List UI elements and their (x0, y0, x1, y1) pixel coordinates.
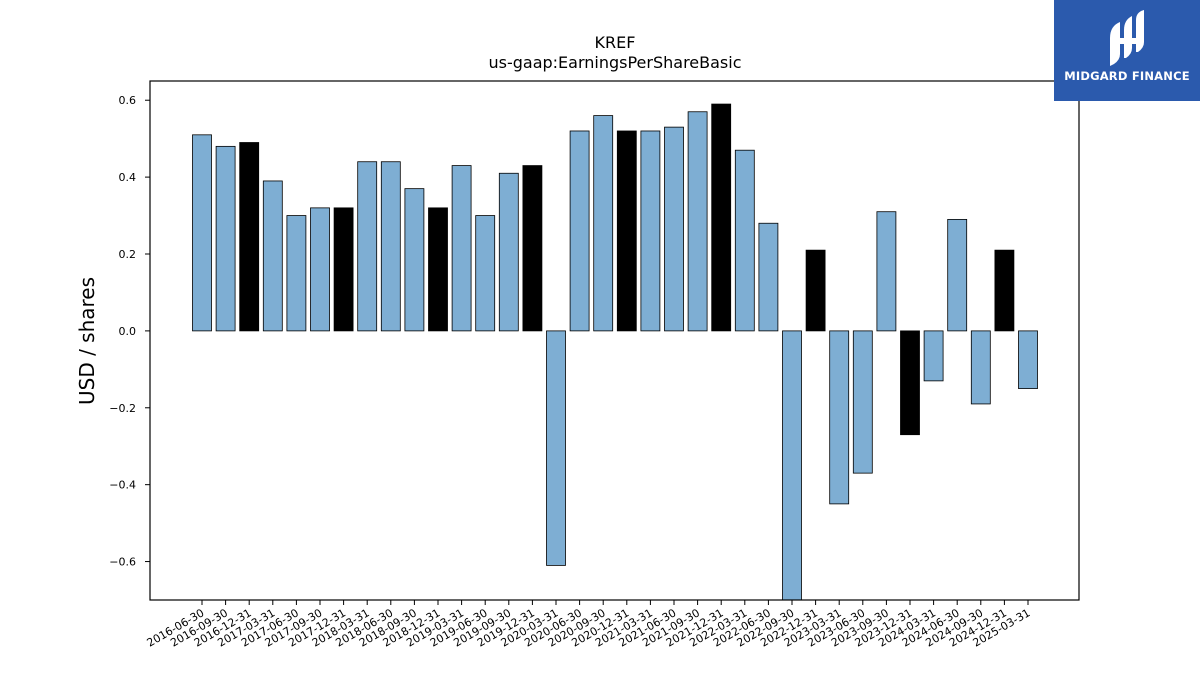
bar-2022-06-30 (758, 222, 779, 332)
bar-2021-12-31 (711, 103, 732, 332)
bar-2024-09-30 (970, 330, 991, 405)
y-tick-label: 0.4 (119, 171, 137, 184)
bar-2025-03-31 (1018, 330, 1038, 389)
bar-2024-03-31 (923, 330, 944, 382)
y-tick-label: 0.6 (119, 94, 137, 107)
bar-2017-03-31 (262, 180, 283, 332)
bar-2019-09-30 (498, 172, 519, 332)
y-axis-label: USD / shares (75, 277, 99, 405)
bar-2020-03-31 (546, 330, 566, 566)
bar-2018-06-30 (380, 161, 401, 332)
bar-2023-03-31 (829, 330, 850, 505)
bar-2016-12-31 (239, 142, 260, 332)
bar-2021-06-30 (664, 126, 684, 332)
bar-2019-06-30 (475, 215, 496, 332)
bar-2017-12-31 (333, 207, 354, 332)
bar-2019-03-31 (451, 165, 472, 332)
y-tick-label: −0.2 (109, 402, 136, 415)
logo-text: MIDGARD FINANCE (1064, 69, 1190, 83)
chart-subtitle: us-gaap:EarningsPerShareBasic (488, 53, 741, 72)
bar-2024-06-30 (947, 218, 968, 332)
bar-2016-06-30 (192, 134, 212, 332)
bar-2017-09-30 (310, 207, 330, 332)
bar-2022-09-30 (782, 330, 802, 601)
bar-2018-03-31 (357, 161, 378, 332)
bar-2023-06-30 (852, 330, 873, 474)
bar-2024-12-31 (994, 249, 1015, 332)
chart-title: KREF (595, 33, 636, 52)
bar-2023-12-31 (900, 330, 920, 436)
bar-2019-12-31 (522, 165, 543, 332)
bar-2017-06-30 (286, 215, 307, 332)
bar-2018-09-30 (404, 188, 425, 332)
bar-2022-12-31 (805, 249, 826, 332)
y-axis-ticks: −0.6 −0.4 −0.2 0.0 0.2 0.4 0.6 (109, 94, 150, 569)
y-tick-label: −0.6 (109, 556, 136, 569)
midgard-logo-icon (1110, 10, 1144, 66)
bar-2018-12-31 (428, 207, 448, 332)
bar-2020-06-30 (569, 130, 590, 332)
bar-2023-09-30 (876, 211, 897, 332)
y-tick-label: 0.2 (119, 248, 137, 261)
y-tick-label: −0.4 (109, 479, 136, 492)
bar-2020-09-30 (593, 115, 614, 332)
bar-2016-09-30 (215, 145, 236, 332)
plot-frame (149, 80, 1080, 601)
bar-2021-09-30 (687, 111, 708, 332)
bars (192, 103, 1038, 601)
y-tick-label: 0.0 (119, 325, 137, 338)
bar-2022-03-31 (734, 149, 755, 332)
bar-2021-03-31 (640, 130, 661, 332)
x-axis-ticks: 2016-06-302016-09-302016-12-312017-03-31… (145, 600, 1033, 650)
midgard-finance-logo: MIDGARD FINANCE (1054, 0, 1200, 101)
bar-2020-12-31 (616, 130, 637, 332)
